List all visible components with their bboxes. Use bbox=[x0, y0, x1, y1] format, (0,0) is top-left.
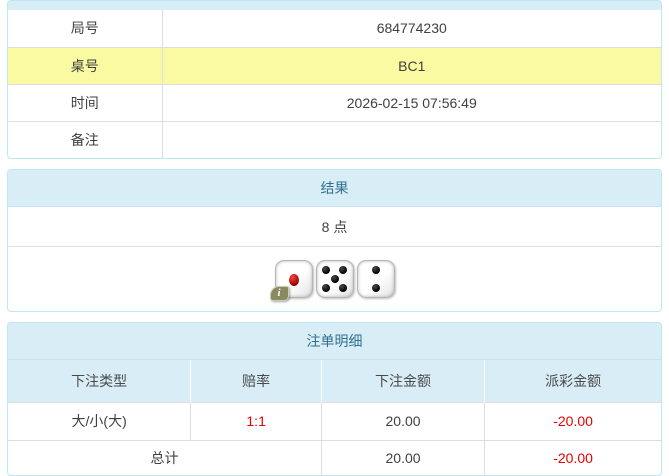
time-value: 2026-02-15 07:56:49 bbox=[162, 83, 661, 121]
result-panel-title: 结果 bbox=[8, 170, 661, 207]
table-row: 桌号 BC1 bbox=[8, 46, 661, 84]
game-info-panel: 局号 684774230 桌号 BC1 时间 2026-02-15 07:56:… bbox=[7, 0, 662, 159]
bet-details-table: 下注类型 赔率 下注金额 派彩金额 大/小(大) 1:1 20.00 -20.0… bbox=[8, 360, 661, 475]
die-3-icon bbox=[356, 260, 395, 298]
table-row: 局号 684774230 bbox=[8, 10, 661, 47]
total-payout: -20.00 bbox=[484, 439, 661, 475]
odds-value: 1:1 bbox=[190, 401, 322, 440]
table-row: 大/小(大) 1:1 20.00 -20.00 bbox=[8, 401, 661, 440]
table-number-value: BC1 bbox=[162, 46, 661, 84]
col-odds: 赔率 bbox=[190, 360, 322, 402]
die-pip bbox=[330, 275, 339, 283]
die-1-icon: i bbox=[269, 260, 313, 301]
round-id-label: 局号 bbox=[8, 10, 163, 47]
table-row: 时间 2026-02-15 07:56:49 bbox=[8, 83, 661, 121]
col-bet-type: 下注类型 bbox=[8, 360, 191, 402]
die-pip bbox=[371, 266, 380, 275]
bet-type-value: 大/小(大) bbox=[8, 401, 191, 440]
remark-label: 备注 bbox=[8, 120, 163, 158]
die-pip bbox=[339, 283, 348, 292]
die-pip bbox=[321, 283, 330, 292]
game-info-heading-strip bbox=[8, 1, 661, 10]
time-label: 时间 bbox=[8, 83, 163, 121]
game-info-table: 局号 684774230 桌号 BC1 时间 2026-02-15 07:56:… bbox=[8, 10, 661, 158]
table-row: 备注 bbox=[8, 120, 661, 158]
bet-amount-value: 20.00 bbox=[320, 401, 485, 440]
dice-row: i bbox=[8, 247, 661, 311]
bet-details-title: 注单明细 bbox=[8, 323, 661, 360]
die-2-icon bbox=[315, 260, 354, 298]
bet-details-panel: 注单明细 下注类型 赔率 下注金额 派彩金额 大/小(大) 1:1 20.00 … bbox=[7, 322, 662, 476]
table-header-row: 下注类型 赔率 下注金额 派彩金额 bbox=[8, 360, 661, 402]
round-id-value: 684774230 bbox=[376, 20, 447, 37]
payout-value: -20.00 bbox=[484, 401, 661, 440]
table-number-label: 桌号 bbox=[8, 46, 163, 84]
info-badge-icon[interactable]: i bbox=[269, 286, 289, 301]
col-bet-amount: 下注金额 bbox=[320, 360, 485, 402]
total-row: 总计 20.00 -20.00 bbox=[8, 439, 661, 475]
total-bet-amount: 20.00 bbox=[320, 439, 485, 475]
die-pip bbox=[371, 283, 380, 292]
die-pip bbox=[289, 273, 300, 286]
remark-value bbox=[162, 120, 661, 158]
col-payout: 派彩金额 bbox=[484, 360, 661, 402]
result-panel: 结果 8 点 i bbox=[7, 169, 662, 312]
total-label: 总计 bbox=[8, 439, 322, 475]
die-pip bbox=[321, 266, 330, 275]
die-pip bbox=[339, 266, 348, 275]
result-points: 8 点 bbox=[8, 207, 661, 247]
